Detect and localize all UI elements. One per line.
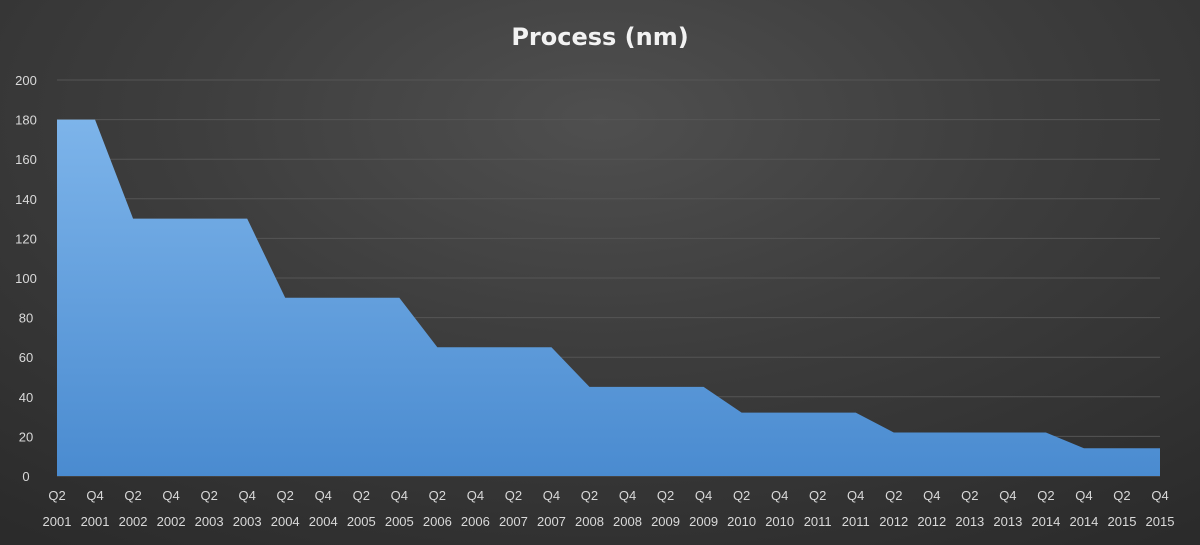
x-tick-quarter: Q4 [315,488,332,503]
x-tick-quarter: Q4 [1151,488,1168,503]
x-tick-year: 2003 [233,514,262,529]
x-tick-year: 2012 [917,514,946,529]
x-tick-year: 2001 [81,514,110,529]
x-tick-year: 2003 [195,514,224,529]
x-tick-year: 2007 [537,514,566,529]
x-tick-quarter: Q2 [1037,488,1054,503]
x-tick-year: 2002 [119,514,148,529]
x-tick-year: 2011 [842,514,870,529]
x-tick-quarter: Q4 [771,488,788,503]
x-tick-year: 2015 [1146,514,1175,529]
x-tick-year: 2004 [309,514,338,529]
y-tick-label: 40 [19,390,33,405]
x-tick-quarter: Q2 [124,488,141,503]
x-tick-year: 2006 [461,514,490,529]
x-tick-year: 2005 [385,514,414,529]
x-tick-quarter: Q4 [543,488,560,503]
y-tick-label: 140 [15,192,37,207]
x-tick-quarter: Q4 [999,488,1016,503]
x-tick-quarter: Q2 [1113,488,1130,503]
x-tick-quarter: Q4 [695,488,712,503]
x-tick-year: 2008 [613,514,642,529]
x-tick-year: 2013 [955,514,984,529]
x-tick-quarter: Q4 [1075,488,1092,503]
x-tick-year: 2009 [651,514,680,529]
x-tick-year: 2006 [423,514,452,529]
x-tick-quarter: Q4 [239,488,256,503]
x-tick-quarter: Q2 [657,488,674,503]
x-tick-quarter: Q2 [581,488,598,503]
x-tick-year: 2013 [993,514,1022,529]
x-tick-year: 2007 [499,514,528,529]
x-tick-quarter: Q2 [809,488,826,503]
x-tick-quarter: Q4 [847,488,864,503]
x-tick-quarter: Q4 [923,488,940,503]
x-tick-year: 2005 [347,514,376,529]
x-tick-quarter: Q2 [200,488,217,503]
chart-title: Process (nm) [511,23,688,51]
x-tick-quarter: Q2 [277,488,294,503]
y-tick-label: 160 [15,152,37,167]
process-area [57,119,1160,476]
x-tick-year: 2010 [765,514,794,529]
x-tick-quarter: Q2 [885,488,902,503]
y-tick-label: 200 [15,73,37,88]
x-tick-year: 2008 [575,514,604,529]
x-tick-year: 2010 [727,514,756,529]
area-series [57,119,1160,476]
y-tick-label: 100 [15,271,37,286]
y-tick-label: 180 [15,113,37,128]
y-tick-label: 60 [19,350,33,365]
x-tick-year: 2001 [43,514,72,529]
x-tick-quarter: Q2 [505,488,522,503]
x-tick-quarter: Q4 [162,488,179,503]
x-tick-quarter: Q2 [353,488,370,503]
y-tick-label: 20 [19,429,33,444]
y-tick-label: 80 [19,311,33,326]
x-tick-year: 2014 [1031,514,1060,529]
x-tick-year: 2004 [271,514,300,529]
y-tick-label: 120 [15,231,37,246]
x-tick-quarter: Q4 [467,488,484,503]
x-tick-year: 2002 [157,514,186,529]
x-tick-quarter: Q2 [961,488,978,503]
x-tick-quarter: Q4 [391,488,408,503]
x-tick-quarter: Q2 [48,488,65,503]
x-tick-year: 2011 [804,514,832,529]
x-tick-year: 2014 [1069,514,1098,529]
x-tick-quarter: Q4 [619,488,636,503]
x-axis: Q2 2001 Q4 2001 Q2 2002 Q4 2002 Q2 2003 Q4 2003 Q2 20… [43,488,1175,529]
y-axis: 0 20 40 60 80 100 120 140 160 180 200 [15,73,37,484]
y-tick-label: 0 [22,469,29,484]
x-tick-quarter: Q4 [86,488,103,503]
x-tick-year: 2009 [689,514,718,529]
x-tick-quarter: Q2 [733,488,750,503]
x-tick-year: 2015 [1108,514,1137,529]
x-tick-year: 2012 [879,514,908,529]
x-tick-quarter: Q2 [429,488,446,503]
